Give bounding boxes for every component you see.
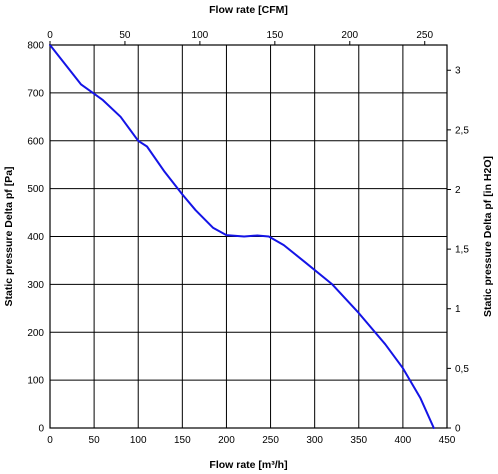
x-axis-label-bottom: Flow rate [m³/h] — [209, 459, 287, 471]
y-right-tick-label: 0,5 — [455, 364, 469, 375]
x-axis-label-top: Flow rate [CFM] — [209, 4, 288, 16]
y-right-tick-label: 1,5 — [455, 245, 469, 256]
y-right-tick-label: 0 — [455, 424, 461, 435]
x-tick-label: 150 — [174, 435, 191, 446]
y-right-tick-label: 1 — [455, 304, 461, 315]
x-tick-label: 200 — [218, 435, 235, 446]
y-tick-label: 800 — [27, 41, 44, 52]
y-tick-label: 400 — [27, 232, 44, 243]
y-axis-label-right: Static pressure Delta pf [in H2O] — [482, 156, 494, 317]
x-top-tick-label: 200 — [341, 30, 358, 41]
y-tick-label: 500 — [27, 184, 44, 195]
x-tick-label: 400 — [395, 435, 412, 446]
x-top-tick-label: 0 — [47, 30, 53, 41]
x-tick-label: 250 — [262, 435, 279, 446]
y-tick-label: 700 — [27, 88, 44, 99]
y-tick-label: 0 — [38, 424, 44, 435]
y-tick-label: 600 — [27, 136, 44, 147]
x-tick-label: 350 — [350, 435, 367, 446]
x-tick-label: 0 — [47, 435, 53, 446]
series-layer — [49, 44, 435, 429]
y-tick-label: 300 — [27, 280, 44, 291]
y-right-tick-label: 2,5 — [455, 125, 469, 136]
y-axis-label-left: Static pressure Delta pf [Pa] — [3, 166, 15, 306]
x-top-tick-label: 50 — [119, 30, 131, 41]
series-line-0 — [49, 44, 435, 429]
plot-frame — [49, 44, 448, 429]
x-top-tick-label: 150 — [266, 30, 283, 41]
y-right-tick-label: 2 — [455, 185, 461, 196]
x-tick-label: 300 — [306, 435, 323, 446]
x-top-tick-label: 100 — [192, 30, 209, 41]
x-top-tick-label: 250 — [416, 30, 433, 41]
y-right-tick-label: 3 — [455, 66, 461, 77]
x-tick-label: 450 — [439, 435, 456, 446]
y-tick-label: 200 — [27, 328, 44, 339]
x-tick-label: 50 — [89, 435, 101, 446]
x-tick-label: 100 — [130, 435, 147, 446]
y-tick-label: 100 — [27, 376, 44, 387]
